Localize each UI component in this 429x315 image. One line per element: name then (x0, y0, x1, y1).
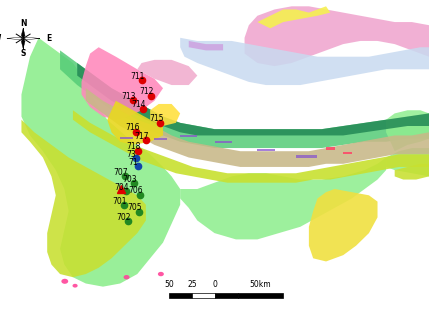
Polygon shape (23, 37, 39, 40)
Polygon shape (82, 47, 163, 120)
Text: 701: 701 (113, 197, 127, 206)
Polygon shape (21, 38, 180, 287)
Circle shape (158, 272, 164, 276)
Text: 703: 703 (122, 175, 137, 184)
Text: 704: 704 (114, 183, 129, 192)
Polygon shape (21, 120, 146, 277)
Polygon shape (309, 189, 378, 261)
Text: 713: 713 (121, 92, 136, 100)
Bar (180, 135, 197, 137)
Polygon shape (73, 110, 429, 183)
Bar (343, 152, 352, 154)
Polygon shape (189, 41, 223, 50)
Polygon shape (257, 6, 330, 28)
Text: 712: 712 (139, 88, 154, 96)
Text: 73: 73 (126, 150, 136, 158)
Text: 711: 711 (130, 72, 145, 81)
Text: E: E (46, 34, 51, 43)
Polygon shape (107, 101, 163, 145)
Polygon shape (7, 37, 23, 40)
Text: N: N (20, 19, 27, 28)
Polygon shape (386, 148, 429, 176)
Text: 702: 702 (116, 213, 131, 221)
Circle shape (124, 275, 130, 279)
Bar (215, 293, 238, 298)
Text: 707: 707 (114, 168, 128, 177)
Text: 716: 716 (125, 123, 139, 132)
Text: 717: 717 (134, 132, 149, 140)
Polygon shape (77, 63, 429, 135)
Polygon shape (21, 28, 25, 38)
Text: 718: 718 (127, 142, 141, 151)
Bar (154, 138, 167, 140)
Text: 50: 50 (165, 280, 174, 289)
Polygon shape (86, 88, 429, 167)
Polygon shape (395, 164, 429, 180)
Polygon shape (60, 50, 429, 148)
Bar (192, 293, 215, 298)
Text: 50km: 50km (250, 280, 271, 289)
Text: 71: 71 (129, 158, 138, 167)
Text: 25: 25 (187, 280, 197, 289)
Polygon shape (150, 104, 180, 126)
Text: 715: 715 (149, 114, 163, 123)
Polygon shape (386, 110, 429, 151)
Circle shape (73, 284, 78, 288)
Text: 0: 0 (212, 280, 218, 289)
Text: S: S (21, 49, 26, 58)
Bar (120, 137, 133, 139)
Polygon shape (21, 38, 25, 49)
Polygon shape (180, 158, 386, 239)
Text: W: W (0, 34, 2, 43)
Bar (169, 293, 192, 298)
Bar (257, 149, 275, 151)
Polygon shape (245, 6, 429, 66)
Circle shape (61, 279, 68, 284)
Text: 714: 714 (131, 100, 146, 109)
Polygon shape (180, 38, 429, 85)
Bar (238, 293, 283, 298)
Bar (326, 147, 335, 150)
Text: 706: 706 (129, 186, 143, 195)
Bar (296, 155, 317, 158)
Text: 705: 705 (127, 203, 142, 212)
Polygon shape (137, 60, 197, 85)
Bar (214, 141, 232, 143)
